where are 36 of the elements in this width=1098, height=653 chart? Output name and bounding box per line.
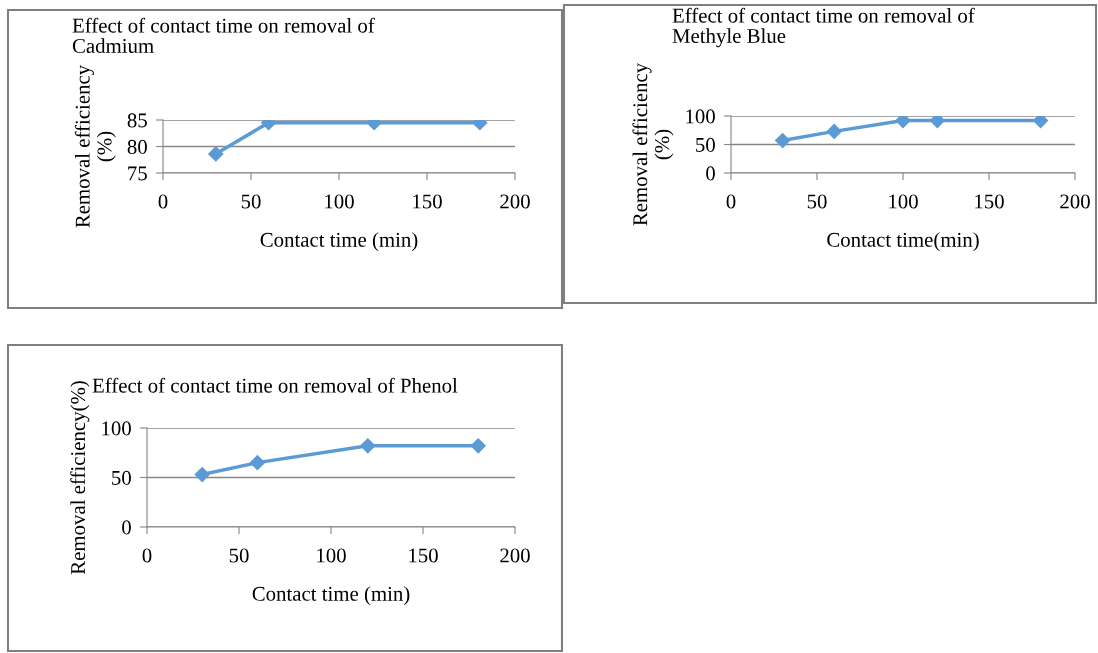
y-tick-label: 85: [127, 113, 147, 128]
y-tick-label: 80: [127, 139, 147, 154]
x-tick-label: 200: [500, 194, 530, 209]
y-tick-label: 50: [112, 470, 131, 485]
x-axis-title: Contact time (min): [252, 586, 410, 606]
x-tick-label: 150: [409, 548, 438, 563]
x-tick-label: 150: [413, 194, 442, 209]
point: [360, 438, 376, 454]
x-tick-label: 200: [500, 548, 530, 563]
x-tick-label: 50: [241, 194, 261, 209]
y-axis-title: Removal efficiency(%): [70, 381, 90, 575]
x-tick-label: 150: [975, 194, 1004, 209]
x-tick-label: 0: [726, 194, 736, 209]
x-tick-label: 50: [229, 548, 249, 563]
chart-title: Effect of contact time on removal of Methyle Blue: [672, 7, 975, 48]
chart-title: Effect of contact time on removal of Cadmium: [72, 17, 375, 53]
x-tick-label: 50: [807, 194, 827, 209]
y-tick-label: 100: [102, 421, 131, 436]
y-tick-label: 0: [122, 520, 131, 535]
y-tick-label: 100: [686, 109, 715, 124]
x-tick-label: 100: [317, 548, 346, 563]
x-axis-title: Contact time (min): [260, 232, 418, 252]
x-tick-label: 100: [889, 194, 918, 209]
chart-title: Effect of contact time on removal of Phenol: [92, 377, 458, 393]
y-axis-title: Removal efficiency (%): [632, 62, 674, 226]
x-axis-title: Contact time(min): [827, 232, 979, 252]
x-tick-label: 200: [1060, 194, 1090, 209]
y-axis-title: Removal efficiency (%): [74, 64, 116, 228]
y-tick-label: 75: [128, 166, 147, 181]
y-tick-label: 50: [696, 137, 715, 152]
point: [249, 455, 265, 471]
x-tick-label: 100: [325, 194, 354, 209]
y-tick-label: 0: [706, 166, 715, 181]
x-tick-label: 0: [158, 194, 168, 209]
point: [470, 438, 486, 454]
point: [194, 466, 210, 483]
